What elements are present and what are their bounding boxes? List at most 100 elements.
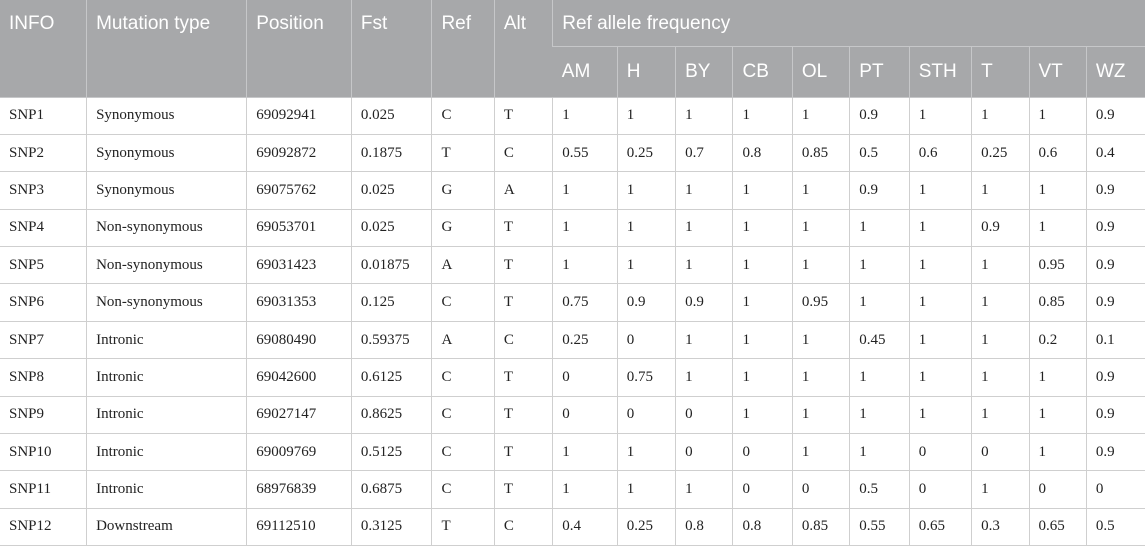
cell-mutation-type: Non-synonymous (86, 246, 247, 285)
table-row: SNP10 Intronic 69009769 0.5125 C T 1 1 0 0 1 1 0 0 1 0.… (0, 433, 1145, 472)
cell-ref: C (431, 470, 495, 509)
cell-freq-pt: 1 (849, 283, 910, 322)
header-population-t: T (971, 46, 1029, 98)
cell-freq-by: 0 (675, 396, 733, 435)
cell-freq-am: 1 (552, 470, 618, 509)
cell-freq-h: 1 (616, 171, 676, 210)
cell-fst: 0.3125 (350, 508, 432, 547)
table-row: SNP12 Downstream 69112510 0.3125 T C 0.4 0.25 0.… (0, 508, 1145, 547)
cell-ref: C (431, 396, 495, 435)
cell-freq-h: 0.25 (616, 134, 676, 173)
cell-position: 69075762 (246, 171, 352, 210)
cell-alt: T (493, 97, 553, 135)
cell-freq-h: 1 (616, 97, 676, 135)
table-row: SNP9 Intronic 69027147 0.8625 C T 0 0 0 1 1 1 1 1 1 0.9 (0, 396, 1145, 435)
cell-freq-t: 1 (971, 358, 1029, 397)
cell-freq-t: 1 (971, 283, 1029, 322)
table-row: SNP4 Non-synonymous 69053701 0.025 G T 1 1 1 1 1 1 1… (0, 209, 1145, 248)
cell-freq-vt: 0.95 (1028, 246, 1087, 285)
cell-freq-vt: 1 (1028, 209, 1087, 248)
cell-freq-vt: 1 (1028, 358, 1087, 397)
cell-freq-by: 0.8 (675, 508, 733, 547)
cell-freq-t: 1 (971, 171, 1029, 210)
cell-freq-vt: 0 (1028, 470, 1087, 509)
cell-freq-cb: 0 (732, 433, 793, 472)
cell-fst: 0.8625 (350, 396, 432, 435)
cell-freq-h: 1 (616, 470, 676, 509)
cell-freq-wz: 0.9 (1085, 283, 1145, 322)
cell-freq-am: 1 (552, 171, 618, 210)
cell-freq-vt: 0.2 (1028, 321, 1087, 360)
cell-freq-wz: 0.5 (1085, 508, 1145, 547)
cell-info: SNP5 (0, 246, 87, 285)
cell-freq-pt: 0.45 (849, 321, 910, 360)
cell-freq-cb: 1 (732, 209, 793, 248)
cell-freq-by: 1 (675, 171, 733, 210)
cell-freq-am: 1 (552, 209, 618, 248)
cell-ref: C (431, 97, 495, 135)
cell-freq-sth: 1 (908, 321, 972, 360)
table-row: SNP3 Synonymous 69075762 0.025 G A 1 1 1 1 1 0.9 1 1 1… (0, 171, 1145, 210)
cell-freq-by: 1 (675, 358, 733, 397)
cell-ref: C (431, 283, 495, 322)
cell-freq-t: 1 (971, 97, 1029, 135)
cell-mutation-type: Intronic (86, 470, 247, 509)
header-info: INFO (0, 0, 87, 98)
cell-mutation-type: Synonymous (86, 171, 247, 210)
cell-position: 69053701 (246, 209, 352, 248)
cell-freq-cb: 1 (732, 321, 793, 360)
cell-freq-wz: 0.9 (1085, 171, 1145, 210)
cell-ref: A (431, 246, 495, 285)
cell-freq-cb: 1 (732, 396, 793, 435)
cell-freq-h: 0 (616, 396, 676, 435)
cell-info: SNP9 (0, 396, 87, 435)
cell-freq-sth: 0 (908, 433, 972, 472)
cell-position: 68976839 (246, 470, 352, 509)
header-population-by: BY (675, 46, 733, 98)
cell-freq-pt: 0.55 (849, 508, 910, 547)
cell-freq-by: 1 (675, 97, 733, 135)
cell-freq-vt: 1 (1028, 433, 1087, 472)
cell-freq-h: 1 (616, 246, 676, 285)
cell-freq-vt: 0.6 (1028, 134, 1087, 173)
cell-freq-ol: 0.95 (791, 283, 850, 322)
header-fst: Fst (350, 0, 432, 98)
cell-freq-pt: 1 (849, 358, 910, 397)
cell-mutation-type: Intronic (86, 358, 247, 397)
cell-freq-ol: 1 (791, 396, 850, 435)
cell-freq-h: 0.9 (616, 283, 676, 322)
cell-freq-h: 0.25 (616, 508, 676, 547)
cell-freq-h: 0.75 (616, 358, 676, 397)
header-mutation-type: Mutation type (86, 0, 247, 98)
cell-freq-sth: 0.6 (908, 134, 972, 173)
cell-freq-by: 0.7 (675, 134, 733, 173)
cell-freq-cb: 1 (732, 358, 793, 397)
cell-info: SNP3 (0, 171, 87, 210)
header-position: Position (246, 0, 352, 98)
cell-mutation-type: Intronic (86, 396, 247, 435)
header-population-cb: CB (732, 46, 793, 98)
cell-freq-t: 1 (971, 396, 1029, 435)
header-ref-allele-frequency: Ref allele frequency (552, 0, 1145, 47)
cell-freq-am: 0.75 (552, 283, 618, 322)
cell-freq-t: 1 (971, 246, 1029, 285)
cell-freq-cb: 1 (732, 171, 793, 210)
cell-freq-am: 0.4 (552, 508, 618, 547)
header-ref: Ref (431, 0, 495, 98)
cell-freq-vt: 1 (1028, 97, 1087, 135)
cell-freq-wz: 0.9 (1085, 97, 1145, 135)
cell-alt: A (493, 171, 553, 210)
cell-info: SNP6 (0, 283, 87, 322)
cell-freq-cb: 1 (732, 97, 793, 135)
cell-ref: G (431, 171, 495, 210)
cell-info: SNP8 (0, 358, 87, 397)
cell-mutation-type: Synonymous (86, 97, 247, 135)
cell-alt: C (493, 134, 553, 173)
cell-freq-by: 1 (675, 246, 733, 285)
cell-freq-ol: 1 (791, 358, 850, 397)
cell-freq-ol: 1 (791, 171, 850, 210)
cell-freq-am: 1 (552, 433, 618, 472)
table-row: SNP8 Intronic 69042600 0.6125 C T 0 0.75 1 1 1 1 1 1 1… (0, 358, 1145, 397)
table-body: SNP1 Synonymous 69092941 0.025 C T 1 1 1 1 1 0.9 1 1 1… (0, 97, 1145, 547)
cell-fst: 0.125 (350, 283, 432, 322)
